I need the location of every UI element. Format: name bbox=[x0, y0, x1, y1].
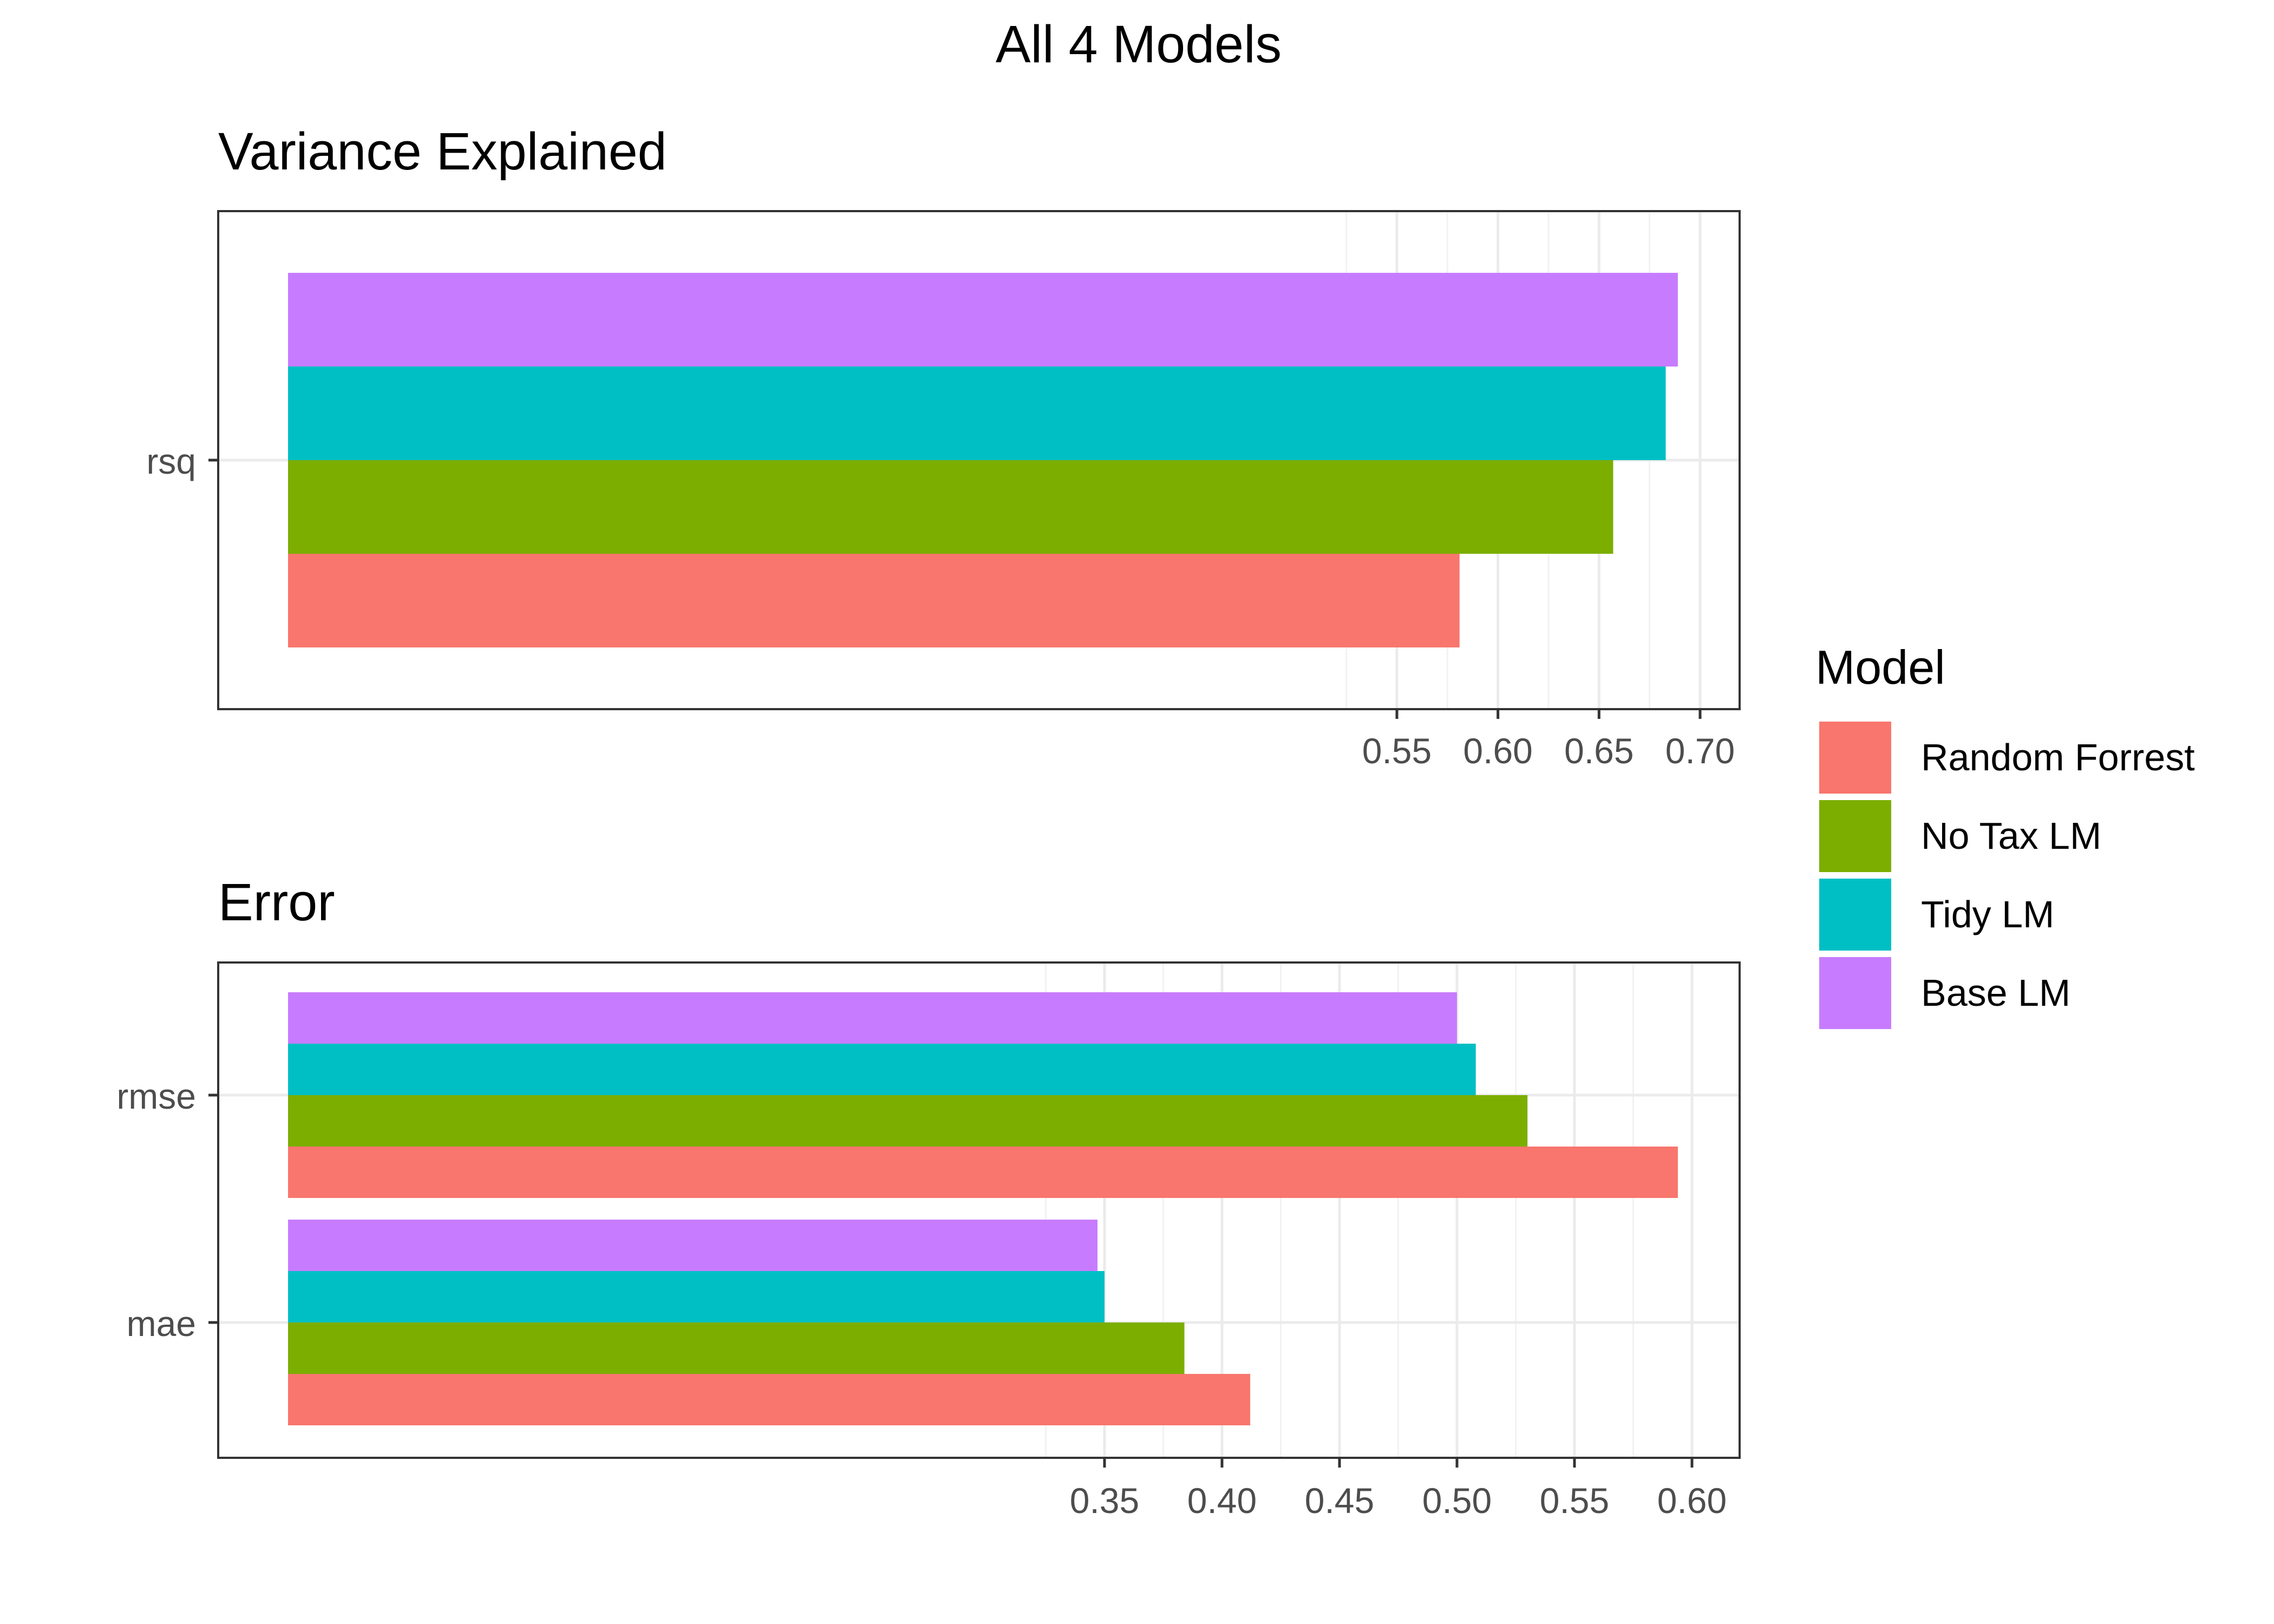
legend-key-no-tax-lm bbox=[1819, 800, 1891, 872]
legend-label-tidy-lm: Tidy LM bbox=[1921, 893, 2054, 935]
variance-explained-title: Variance Explained bbox=[218, 122, 667, 181]
error-x-tick-label: 0.55 bbox=[1540, 1481, 1609, 1521]
error-x-axis: 0.35 0.40 0.45 0.50 0.55 0.60 bbox=[1070, 1458, 1727, 1521]
variance-explained-y-axis: rsq bbox=[146, 441, 218, 481]
error-bar-rmse-tidy-lm bbox=[288, 1044, 1476, 1095]
error-bar-mae-base-lm bbox=[288, 1220, 1097, 1271]
error-bar-mae-tidy-lm bbox=[288, 1271, 1105, 1322]
error-bar-mae-no-tax-lm bbox=[288, 1322, 1185, 1374]
variance-explained-x-tick-label: 0.60 bbox=[1463, 731, 1532, 771]
error-bar-rmse-base-lm bbox=[288, 992, 1457, 1044]
error-title: Error bbox=[218, 873, 335, 932]
legend-label-base-lm: Base LM bbox=[1921, 972, 2070, 1014]
legend-key-base-lm bbox=[1819, 957, 1891, 1029]
legend-key-random-forrest bbox=[1819, 722, 1891, 794]
legend-label-random-forrest: Random Forrest bbox=[1921, 736, 2195, 778]
error-bar-rmse-no-tax-lm bbox=[288, 1095, 1528, 1147]
variance-explained-x-tick-label: 0.70 bbox=[1665, 731, 1735, 771]
legend: Model Random Forrest No Tax LM Tidy LM Base… bbox=[1815, 640, 2195, 1029]
error-bar-rmse-random-forrest bbox=[288, 1147, 1678, 1198]
variance-explained-x-tick-label: 0.55 bbox=[1362, 731, 1432, 771]
legend-title: Model bbox=[1815, 640, 1945, 694]
variance-explained-bars bbox=[288, 273, 1678, 647]
variance-explained-bar-rsq-no-tax-lm bbox=[288, 460, 1613, 554]
error-panel: Error rmse mae 0.35 0.40 0.45 0.50 0.55 0.60 bbox=[116, 873, 1741, 1521]
error-y-tick-label-mae: mae bbox=[127, 1304, 196, 1344]
variance-explained-x-axis: 0.55 0.60 0.65 0.70 bbox=[1362, 709, 1735, 771]
error-x-tick-label: 0.35 bbox=[1070, 1481, 1139, 1521]
error-y-axis: rmse mae bbox=[116, 1076, 218, 1344]
error-bars bbox=[288, 992, 1678, 1425]
error-plot-border bbox=[217, 961, 1741, 1459]
variance-explained-panel: Variance Explained rsq 0.55 0.60 0.65 0.70 bbox=[146, 122, 1741, 771]
error-bar-mae-random-forrest bbox=[288, 1374, 1251, 1425]
error-x-tick-label: 0.40 bbox=[1187, 1481, 1257, 1521]
legend-items: Random Forrest No Tax LM Tidy LM Base LM bbox=[1819, 722, 2195, 1029]
error-x-tick-label: 0.60 bbox=[1657, 1481, 1727, 1521]
variance-explained-bar-rsq-random-forrest bbox=[288, 554, 1460, 647]
legend-key-tidy-lm bbox=[1819, 879, 1891, 951]
variance-explained-bar-rsq-tidy-lm bbox=[288, 366, 1666, 460]
variance-explained-y-tick-label-rsq: rsq bbox=[146, 441, 196, 481]
variance-explained-bar-rsq-base-lm bbox=[288, 273, 1678, 366]
variance-explained-x-tick-label: 0.65 bbox=[1564, 731, 1633, 771]
legend-label-no-tax-lm: No Tax LM bbox=[1921, 815, 2101, 857]
error-x-tick-label: 0.45 bbox=[1305, 1481, 1374, 1521]
error-x-tick-label: 0.50 bbox=[1422, 1481, 1492, 1521]
page-title: All 4 Models bbox=[996, 15, 1282, 74]
error-y-tick-label-rmse: rmse bbox=[116, 1076, 196, 1116]
